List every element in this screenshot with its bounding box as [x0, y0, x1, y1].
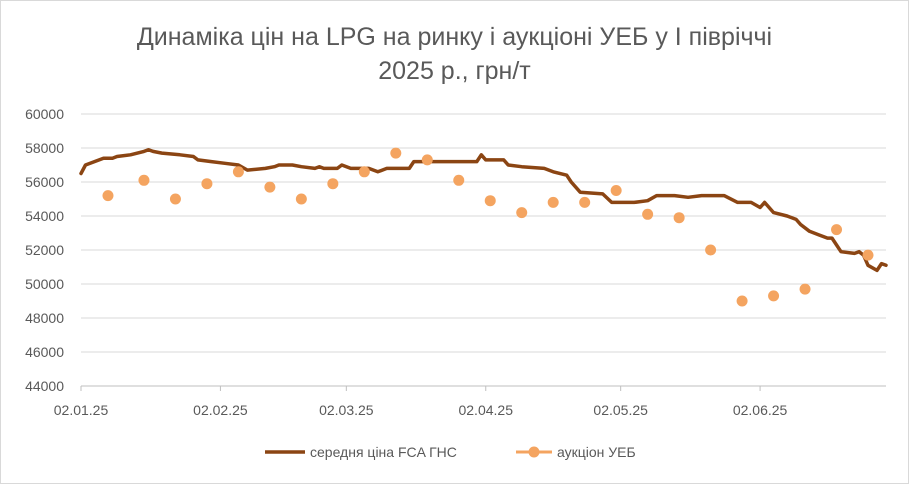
y-tick-label: 54000: [25, 208, 64, 224]
auction-point: [547, 196, 559, 208]
chart-title-line-2: 2025 р., грн/т: [378, 57, 531, 85]
auction-point: [610, 185, 622, 196]
auction-point: [201, 178, 213, 190]
auction-point: [232, 166, 244, 178]
series-line-fca: [79, 147, 888, 273]
chart-title: Динаміка цін на LPG на ринку і аукціоні …: [0, 20, 909, 88]
x-tick-label: 02.06.25: [733, 402, 788, 418]
auction-point: [102, 190, 114, 202]
auction-point: [264, 181, 276, 193]
legend-label-fca: середня ціна FCA ГНС: [310, 444, 457, 460]
auction-point: [831, 224, 843, 236]
x-tick-label: 02.04.25: [458, 402, 513, 418]
y-tick-label: 52000: [25, 242, 64, 258]
chart-title-line-1: Динаміка цін на LPG на ринку і аукціоні …: [136, 23, 773, 51]
auction-point: [295, 193, 307, 205]
y-tick-label: 58000: [25, 140, 64, 156]
legend-label-auction: аукціон УЕБ: [557, 444, 636, 460]
x-tick-label: 02.03.25: [319, 402, 374, 418]
auction-point: [642, 208, 654, 220]
auction-point: [358, 166, 370, 178]
auction-point: [862, 249, 874, 261]
series-line-group: [79, 147, 888, 273]
y-tick-label: 50000: [25, 276, 64, 292]
y-tick-label: 56000: [25, 174, 64, 190]
y-tick-label: 44000: [25, 378, 64, 394]
auction-point: [453, 174, 465, 186]
auction-point: [705, 244, 717, 256]
y-tick-label: 48000: [25, 310, 64, 326]
auction-point: [327, 178, 339, 190]
legend: середня ціна FCA ГНС аукціон УЕБ: [265, 444, 636, 460]
y-tick-label: 46000: [25, 344, 64, 360]
grid-lines: [81, 113, 886, 353]
auction-point: [390, 147, 402, 159]
y-axis-ticks: 60000 58000 56000 54000 52000 50000 48000 46000…: [25, 106, 64, 394]
x-tick-label: 02.02.25: [193, 402, 248, 418]
x-axis: 02.01.25 02.02.25 02.03.25 02.04.25 02.05.25…: [54, 385, 886, 418]
auction-point: [579, 196, 591, 208]
auction-point: [673, 212, 685, 224]
auction-point: [421, 154, 433, 166]
x-tick-label: 02.01.25: [54, 402, 109, 418]
auction-point: [169, 193, 181, 205]
auction-point: [768, 290, 780, 302]
auction-point: [516, 207, 528, 219]
y-tick-label: 60000: [25, 106, 64, 122]
x-tick-label: 02.05.25: [593, 402, 648, 418]
auction-point: [138, 174, 150, 186]
auction-point: [484, 195, 496, 207]
auction-point: [736, 295, 748, 307]
auction-point: [799, 283, 811, 295]
legend-swatch-auction-dot: [528, 446, 540, 458]
series-dots-group: [102, 147, 874, 307]
